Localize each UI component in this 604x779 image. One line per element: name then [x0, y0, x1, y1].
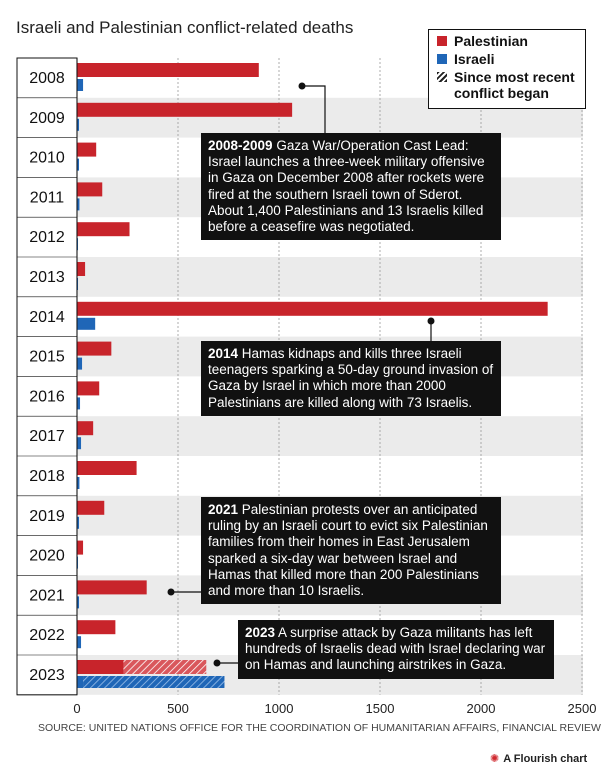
y-tick-label-2010: 2010: [29, 150, 65, 167]
row-band-2017: [77, 416, 583, 456]
annotation-2008-2009-bold: 2008-2009: [208, 138, 273, 153]
bar-palestinian-2014: [77, 301, 548, 316]
y-tick-label-2018: 2018: [29, 468, 65, 485]
x-tick-label-500: 500: [167, 701, 189, 716]
bar-palestinian-2012: [77, 222, 130, 237]
bar-israeli-2008: [77, 79, 84, 91]
y-tick-label-2012: 2012: [29, 229, 65, 246]
y-tick-label-2013: 2013: [29, 269, 65, 286]
bar-palestinian-2016: [77, 381, 100, 396]
y-tick-label-2017: 2017: [29, 428, 65, 445]
flourish-credit[interactable]: ✺ A Flourish chart: [490, 752, 587, 765]
x-tick-label-2500: 2500: [568, 701, 597, 716]
x-tick-label-1000: 1000: [265, 701, 294, 716]
legend-label-palestinian: Palestinian: [454, 33, 528, 49]
leader-2009: [302, 85, 326, 133]
legend-item-since: Since most recent conflict began: [437, 69, 577, 101]
row-band-2013: [77, 257, 583, 297]
y-tick-label-2016: 2016: [29, 388, 65, 405]
bar-palestinian-2022: [77, 620, 116, 635]
bar-palestinian-2017: [77, 421, 94, 436]
y-tick-label-2008: 2008: [29, 70, 65, 87]
annotation-2014-text: Hamas kidnaps and kills three Israeli te…: [208, 346, 494, 410]
bar-israeli-2023: [77, 676, 84, 688]
bar-palestinian-2023: [77, 660, 124, 674]
bar-palestinian-2015: [77, 341, 112, 356]
legend-swatch-since: [437, 72, 447, 82]
y-tick-label-2019: 2019: [29, 508, 65, 525]
annotation-2023-bold: 2023: [245, 625, 276, 640]
bar-israeli-2022: [77, 636, 82, 649]
legend-item-israeli: Israeli: [437, 51, 577, 67]
bar-israeli-2016: [77, 397, 81, 410]
chart-title: Israeli and Palestinian conflict-related…: [16, 18, 354, 37]
y-tick-label-2020: 2020: [29, 548, 65, 565]
legend-item-palestinian: Palestinian: [437, 33, 577, 49]
source-note: SOURCE: UNITED NATIONS OFFICE FOR THE CO…: [38, 722, 601, 734]
x-tick-label-0: 0: [73, 701, 80, 716]
bar-palestinian-2013: [77, 262, 86, 276]
bar-israeli-2013: [77, 278, 79, 290]
annotation-2008-2009: 2008-2009 Gaza War/Operation Cast Lead: …: [201, 133, 501, 241]
bar-palestinian-2009: [77, 102, 293, 117]
flourish-credit-text: A Flourish chart: [503, 753, 588, 765]
annotation-2023: 2023 A surprise attack by Gaza militants…: [238, 620, 554, 679]
legend-swatch-palestinian: [437, 36, 447, 46]
bar-palestinian-2021: [77, 580, 147, 595]
annotation-2014-bold: 2014: [208, 346, 239, 361]
annotation-2021-text: Palestinian protests over an anticipated…: [208, 502, 488, 599]
bar-israeli-2010: [77, 158, 80, 171]
bar-palestinian-2018: [77, 461, 137, 475]
y-tick-label-2022: 2022: [29, 627, 65, 644]
bar-israeli-2015: [77, 357, 83, 370]
bar-palestinian-2020: [77, 540, 84, 555]
annotation-2014: 2014 Hamas kidnaps and kills three Israe…: [201, 341, 501, 416]
bar-israeli-2021: [77, 596, 80, 609]
bar-israeli-2014: [77, 317, 96, 330]
bar-palestinian-2011: [77, 182, 103, 197]
legend-swatch-israeli: [437, 54, 447, 64]
leader-2009-dot: [298, 82, 306, 90]
y-tick-label-2011: 2011: [30, 189, 65, 206]
legend-label-israeli: Israeli: [454, 51, 495, 67]
bar-israeli-2019: [77, 516, 80, 529]
bar-israeli-2012: [77, 238, 79, 251]
y-tick-label-2021: 2021: [29, 587, 65, 604]
leader-2014-dot: [427, 317, 435, 325]
bar-israeli-2017: [77, 437, 82, 450]
legend-label-since: Since most recent conflict began: [454, 69, 575, 101]
x-tick-label-1500: 1500: [366, 701, 395, 716]
flourish-logo-icon: ✺: [490, 753, 500, 765]
y-tick-label-2015: 2015: [29, 349, 65, 366]
annotation-2023-text: A surprise attack by Gaza militants has …: [245, 625, 546, 673]
bar-israeli-2011: [77, 198, 80, 211]
bar-palestinian-2019: [77, 500, 105, 515]
annotation-2008-2009-text: Gaza War/Operation Cast Lead: Israel lau…: [208, 138, 485, 235]
bar-palestinian-since-conflict-2023: [123, 660, 207, 674]
bar-palestinian-2010: [77, 142, 97, 157]
y-tick-label-2023: 2023: [29, 667, 65, 684]
bar-israeli-2009: [77, 118, 80, 131]
bar-israeli-2018: [77, 477, 80, 489]
y-tick-label-2014: 2014: [29, 309, 65, 326]
y-tick-label-2009: 2009: [29, 110, 65, 127]
leader-2021-dot: [167, 588, 175, 596]
bar-israeli-2020: [77, 556, 79, 569]
x-tick-label-2000: 2000: [467, 701, 496, 716]
bar-israeli-since-conflict-2023: [83, 676, 225, 688]
annotation-2021-bold: 2021: [208, 502, 239, 517]
bar-palestinian-2008: [77, 63, 259, 77]
leader-2023-dot: [213, 659, 221, 667]
annotation-2021: 2021 Palestinian protests over an antici…: [201, 497, 501, 605]
legend: Palestinian Israeli Since most recent co…: [428, 29, 586, 109]
